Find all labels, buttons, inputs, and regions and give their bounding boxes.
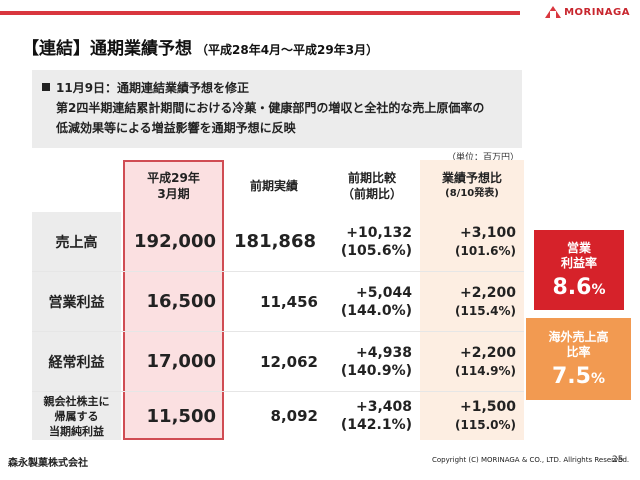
row-divider xyxy=(32,331,524,332)
prev-operating-income: 11,456 xyxy=(260,292,318,311)
kpi-number: 7.5 xyxy=(551,363,591,389)
footer-copyright: Copyright (C) MORINAGA & CO., LTD. Allri… xyxy=(432,456,630,464)
row-label-ordinary-income: 経常利益 xyxy=(48,354,105,371)
morinaga-logo-icon xyxy=(545,6,562,18)
yoy-diff: +3,408 xyxy=(355,399,412,415)
page-title: 【連結】通期業績予想 （平成28年4月～平成29年3月） xyxy=(22,34,378,59)
kpi-label-line1: 営業 xyxy=(566,240,591,255)
plan-diff: +2,200 xyxy=(459,284,516,301)
header-yoy-line2: （前期比） xyxy=(341,187,402,201)
row-label-bg xyxy=(32,272,121,331)
plan-ordinary-income: +2,200 (114.9%) xyxy=(420,332,524,391)
footer-company: 森永製菓株式会社 xyxy=(8,458,88,469)
header-forecast-line1: 平成29年 xyxy=(147,171,200,185)
kpi-unit: % xyxy=(590,370,605,387)
header-plan: 業績予想比 (8/10発表) xyxy=(420,160,524,212)
prev-ordinary-income: 12,062 xyxy=(260,352,318,371)
title-main: 【連結】通期業績予想 xyxy=(22,39,192,59)
prev-net-income: 8,092 xyxy=(270,407,318,425)
yoy-diff: +10,132 xyxy=(346,224,412,241)
header-plan-line2: (8/10発表) xyxy=(445,188,499,199)
plan-pct: (115.0%) xyxy=(455,418,516,432)
yoy-diff: +4,938 xyxy=(355,344,412,361)
forecast-operating-income: 16,500 xyxy=(146,291,216,312)
yoy-pct: (142.1%) xyxy=(340,417,412,433)
net-income-label-line1: 親会社株主に xyxy=(43,394,110,408)
kpi-overseas-sales-ratio: 海外売上高 比率 7.5% xyxy=(526,318,631,400)
yoy-operating-income: +5,044 (144.0%) xyxy=(324,272,420,331)
company-logo: MORINAGA xyxy=(545,6,630,18)
yoy-diff: +5,044 xyxy=(355,284,412,301)
forecast-sales: 192,000 xyxy=(134,231,216,252)
plan-pct: (115.4%) xyxy=(455,303,516,318)
plan-operating-income: +2,200 (115.4%) xyxy=(420,272,524,331)
yoy-ordinary-income: +4,938 (140.9%) xyxy=(324,332,420,391)
header-forecast: 平成29年 3月期 xyxy=(123,160,224,212)
revision-notice: 11月9日：通期連結業績予想を修正 第2四半期連結累計期間における冷菓・健康部門… xyxy=(32,70,522,148)
plan-diff: +2,200 xyxy=(459,344,516,361)
title-period: （平成28年4月～平成29年3月） xyxy=(196,43,379,57)
plan-net-income: +1,500 (115.0%) xyxy=(420,392,524,440)
plan-column-background xyxy=(420,160,524,440)
plan-sales: +3,100 (101.6%) xyxy=(420,212,524,271)
kpi-label-line2: 利益率 xyxy=(560,255,597,270)
row-divider xyxy=(32,391,524,392)
row-label-sales: 売上高 xyxy=(55,234,98,251)
unit-label: （単位：百万円） xyxy=(447,153,520,163)
kpi-number: 8.6 xyxy=(552,274,592,300)
forecast-ordinary-income: 17,000 xyxy=(146,351,216,372)
plan-pct: (114.9%) xyxy=(455,363,516,378)
logo-text: MORINAGA xyxy=(564,6,630,18)
plan-diff: +1,500 xyxy=(459,399,516,415)
notice-detail-2: 低減効果等による増益影響を通期予想に反映 xyxy=(56,121,296,135)
yoy-net-income: +3,408 (142.1%) xyxy=(324,392,420,440)
kpi-operating-margin: 営業 利益率 8.6% xyxy=(534,230,624,310)
row-label-bg xyxy=(32,332,121,391)
plan-diff: +3,100 xyxy=(459,224,516,241)
header-prev: 前期実績 xyxy=(249,179,298,193)
kpi-value: 8.6% xyxy=(552,275,605,300)
kpi-value: 7.5% xyxy=(552,364,605,389)
yoy-sales: +10,132 (105.6%) xyxy=(324,212,420,271)
forecast-net-income: 11,500 xyxy=(146,405,216,427)
yoy-pct: (105.6%) xyxy=(340,242,412,259)
row-divider xyxy=(32,271,524,272)
row-label-operating-income: 営業利益 xyxy=(48,294,105,311)
header-stripe xyxy=(0,11,520,15)
row-label-bg xyxy=(32,212,121,271)
kpi-unit: % xyxy=(591,281,606,298)
yoy-pct: (144.0%) xyxy=(340,302,412,319)
kpi-label-line2: 比率 xyxy=(566,344,591,359)
forecast-column-highlight xyxy=(123,160,224,440)
row-label-net-income: 親会社株主に 帰属する 当期純利益 xyxy=(32,392,121,440)
top-bar: MORINAGA xyxy=(0,0,640,22)
header-plan-line1: 業績予想比 xyxy=(441,171,502,185)
notice-headline: 11月9日：通期連結業績予想を修正 xyxy=(56,81,250,95)
notice-detail-1: 第2四半期連結累計期間における冷菓・健康部門の増収と全社的な売上原価率の xyxy=(56,101,485,115)
forecast-table: 平成29年 3月期 前期実績 前期比較 （前期比） 業績予想比 (8/10発表)… xyxy=(32,160,524,440)
page-number: 25 xyxy=(612,455,624,465)
prev-sales: 181,868 xyxy=(234,231,316,252)
header-forecast-line2: 3月期 xyxy=(157,187,190,201)
yoy-pct: (140.9%) xyxy=(340,362,412,379)
row-label-bg xyxy=(32,392,121,440)
net-income-label-line2: 帰属する xyxy=(54,409,99,423)
kpi-label-line1: 海外売上高 xyxy=(548,329,609,344)
header-yoy: 前期比較 （前期比） xyxy=(324,160,420,212)
header-yoy-line1: 前期比較 xyxy=(347,171,396,185)
net-income-label-line3: 当期純利益 xyxy=(49,424,104,438)
plan-pct: (101.6%) xyxy=(455,243,516,258)
square-bullet-icon xyxy=(42,83,50,91)
